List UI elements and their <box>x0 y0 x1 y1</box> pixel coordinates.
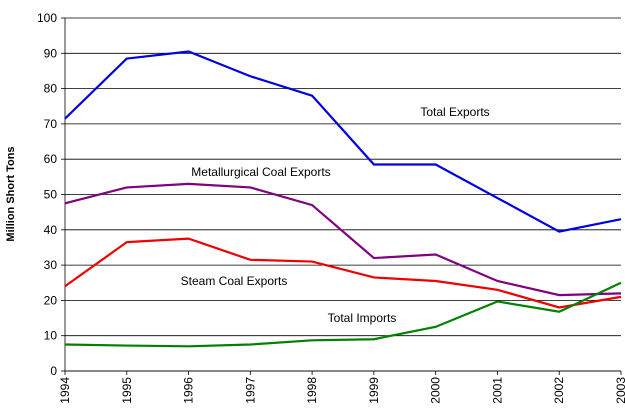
series-label: Total Imports <box>328 311 397 325</box>
y-tick-label: 80 <box>44 82 58 96</box>
series-line <box>64 182 622 297</box>
x-tick-label: 1999 <box>367 377 381 404</box>
x-tick-label: 2001 <box>490 377 504 404</box>
series-line <box>64 237 622 309</box>
x-tick-label: 1995 <box>120 377 134 404</box>
x-tick-label: 2003 <box>614 377 625 404</box>
y-tick-label: 60 <box>44 152 58 166</box>
series-label: Total Exports <box>420 105 489 119</box>
y-tick-label: 90 <box>44 46 58 60</box>
y-tick-label: 50 <box>44 188 58 202</box>
series-label: Metallurgical Coal Exports <box>191 165 330 179</box>
series-line <box>64 281 622 348</box>
x-tick-label: 1994 <box>58 377 72 404</box>
y-tick-label: 40 <box>44 223 58 237</box>
series-line <box>64 50 622 233</box>
y-tick-label: 0 <box>50 364 57 378</box>
y-tick-label: 70 <box>44 117 58 131</box>
y-tick-label: 100 <box>37 11 57 25</box>
y-tick-label: 30 <box>44 258 58 272</box>
y-tick-label: 10 <box>44 329 58 343</box>
x-tick-label: 1998 <box>305 377 319 404</box>
x-tick-label: 2000 <box>429 377 443 404</box>
x-tick-label: 1997 <box>243 377 257 404</box>
x-tick-label: 2002 <box>552 377 566 404</box>
y-axis-label: Million Short Tons <box>5 146 17 241</box>
series-label: Steam Coal Exports <box>181 274 288 288</box>
x-tick-label: 1996 <box>182 377 196 404</box>
y-tick-label: 20 <box>44 293 58 307</box>
